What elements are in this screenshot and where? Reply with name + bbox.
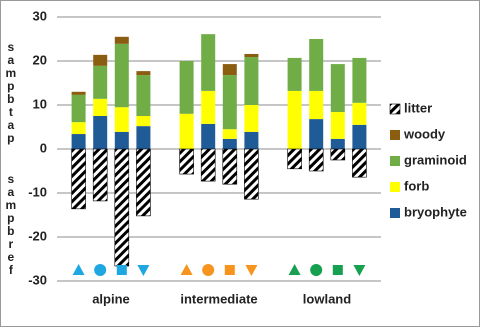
group-marker	[116, 265, 127, 275]
bar-segment	[93, 98, 108, 116]
bar-segment	[179, 61, 194, 114]
bar-segment	[222, 64, 237, 76]
bar-segment	[179, 148, 194, 175]
bar-segment	[93, 116, 108, 149]
bar-segment	[309, 39, 324, 91]
bar-segment	[244, 131, 259, 149]
bar-segment	[352, 102, 367, 125]
bar-segment	[330, 112, 345, 139]
bar-segment	[136, 148, 151, 217]
bar-segment	[201, 123, 216, 149]
bar-segment	[287, 57, 302, 91]
group-marker	[72, 264, 85, 275]
y-label-bottom: sampbref	[4, 172, 18, 276]
bar-segment	[287, 148, 302, 170]
legend-label: graminoid	[404, 152, 467, 167]
legend-swatch	[390, 130, 400, 140]
bar-segment	[309, 90, 324, 120]
legend-label: litter	[404, 100, 432, 115]
group-marker	[202, 264, 215, 276]
group-marker	[94, 264, 107, 276]
legend-label: woody	[403, 126, 446, 141]
legend-swatch	[389, 103, 401, 115]
x-tick-label: lowland	[303, 291, 351, 306]
group-marker	[288, 264, 301, 275]
bar-segment	[352, 148, 367, 178]
legend-label: forb	[404, 178, 429, 193]
y-label-top: sampbtap	[4, 40, 18, 145]
bar-segment	[222, 129, 237, 139]
y-tick-label: 30	[33, 8, 47, 23]
x-tick-label: alpine	[92, 291, 130, 306]
bar-segment	[114, 107, 129, 132]
y-tick-label: -10	[28, 184, 47, 199]
y-tick-label: 20	[33, 52, 47, 67]
bar-segment	[244, 53, 259, 58]
bar-segment	[201, 34, 216, 91]
group-marker	[224, 265, 235, 275]
legend-swatch	[390, 208, 400, 218]
bar-segment	[244, 148, 259, 200]
bar-segment	[92, 148, 108, 202]
bar-segment	[71, 94, 86, 123]
group-marker	[353, 265, 366, 276]
bar-segment	[136, 116, 151, 127]
bar-segment	[309, 119, 324, 149]
group-marker	[180, 264, 193, 275]
bar-segment	[352, 57, 367, 103]
bar-segment	[136, 75, 151, 116]
bar-segment	[114, 148, 130, 267]
bar-segment	[71, 91, 86, 95]
bar-segment	[330, 138, 345, 149]
bar-segment	[244, 105, 259, 132]
bar-segment	[114, 43, 129, 108]
group-marker	[245, 265, 258, 276]
y-tick-label: 0	[40, 140, 47, 155]
bar-segment	[114, 131, 129, 149]
y-tick-label: -20	[28, 228, 47, 243]
bar-segment	[136, 126, 151, 149]
bar-segment	[71, 122, 86, 135]
bar-segment	[71, 134, 86, 149]
bar-segment	[201, 90, 216, 124]
group-marker	[332, 265, 343, 275]
bar-segment	[200, 148, 216, 182]
legend-swatch	[390, 182, 400, 192]
legend-label: bryophyte	[404, 204, 467, 219]
bar-segment	[287, 90, 302, 149]
bar-segment	[352, 124, 367, 149]
bar-segment	[308, 148, 324, 172]
bar-segment	[330, 148, 346, 161]
bar-segment	[93, 54, 108, 66]
bar-segment	[179, 113, 194, 149]
bar-segment	[71, 148, 86, 210]
group-marker	[137, 265, 150, 276]
y-tick-label: -30	[28, 272, 47, 287]
y-tick-label: 10	[33, 96, 47, 111]
bar-segment	[93, 65, 108, 99]
bar-segment	[244, 57, 259, 105]
bar-segment	[222, 148, 238, 185]
group-marker	[310, 264, 323, 276]
bar-segment	[222, 75, 237, 130]
x-tick-label: intermediate	[180, 291, 257, 306]
legend-swatch	[390, 156, 400, 166]
bar-segment	[222, 138, 237, 149]
bar-segment	[114, 36, 129, 44]
bar-segment	[136, 71, 151, 76]
bar-segment	[330, 64, 345, 113]
